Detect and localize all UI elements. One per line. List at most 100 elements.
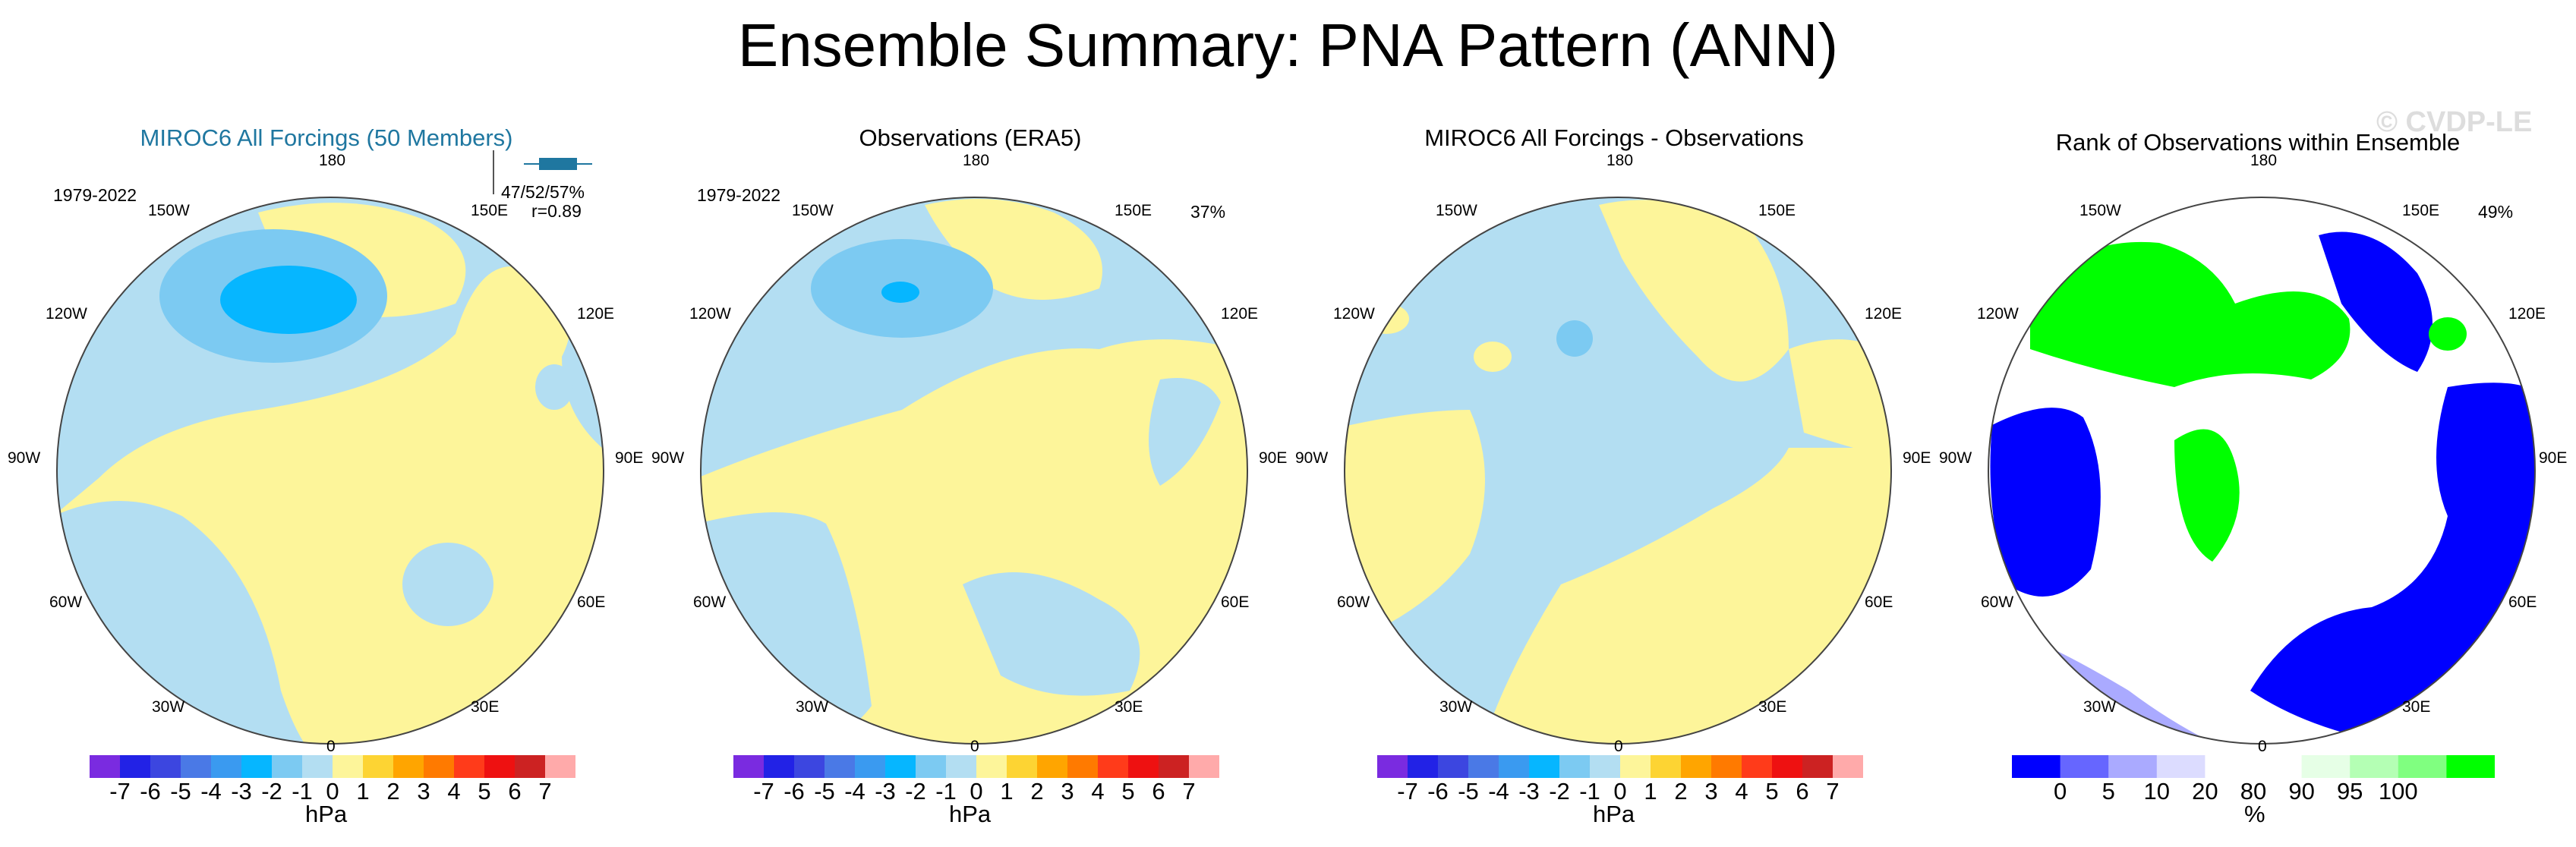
rank-high-region [2030,241,2351,387]
colorbar-tick-label: -1 [1579,778,1600,804]
colorbar-tick-label: 2 [1030,778,1044,804]
lon-label-0: 0 [326,738,336,755]
panel-difference: MIROC6 All Forcings - Observations 180 0… [1295,114,1931,827]
lon-label-60w: 60W [693,594,727,611]
panel-ensemble-mean: MIROC6 All Forcings (50 Members) 180 0 9… [8,114,643,827]
colorbar [1377,755,1864,782]
colorbar-swatch [1189,755,1220,778]
colorbar-tick-label: 4 [1735,778,1748,804]
lon-label-30w: 30W [152,698,185,716]
colorbar-swatch [2398,755,2447,778]
colorbar-ticks: -7 -6 -5 -4 -3 -2 -1 0 1 2 3 4 5 6 7 [90,778,575,805]
colorbar-tick-label: 5 [1121,778,1135,804]
panel-rank: Rank of Observations within Ensemble 180… [1939,114,2567,827]
lon-label-120w: 120W [1333,305,1375,323]
colorbar-tick-label: -6 [1427,778,1449,804]
colorbar-unit: hPa [1593,801,1635,827]
colorbar-swatch [1590,755,1621,778]
lon-label-60e: 60E [1221,594,1250,611]
colorbar-swatch [1651,755,1682,778]
colorbar-tick-label: -2 [905,778,926,804]
colorbar-swatches [90,755,576,778]
colorbar-tick-label: 4 [447,778,461,804]
colorbar-ticks: -7 -6 -5 -4 -3 -2 -1 0 1 2 3 4 5 6 7 [1377,778,1863,805]
colorbar-tick-label: 5 [478,778,491,804]
lon-label-60w: 60W [1337,594,1370,611]
colorbar-swatch [120,755,151,778]
lon-label-0: 0 [2258,738,2267,755]
lon-label-90e: 90E [1903,449,1931,467]
colorbar-swatches [2012,755,2496,778]
colorbar-tick-label: 1 [356,778,370,804]
polar-map [56,197,604,745]
colorbar-tick-label: -5 [1458,778,1479,804]
colorbar-swatch [1128,755,1159,778]
colorbar-tick-label: 6 [508,778,522,804]
lon-label-30e: 30E [2402,698,2431,716]
colorbar-tick-label: 10 [2143,778,2171,804]
lon-label-90e: 90E [2539,449,2568,467]
colorbar-swatch [825,755,856,778]
colorbar-swatch [1159,755,1190,778]
colorbar-tick-label: 0 [1613,778,1627,804]
colorbar-tick-label: -6 [784,778,805,804]
lon-label-90w: 90W [8,449,41,467]
colorbar-swatch [1438,755,1469,778]
colorbar-swatch [1742,755,1773,778]
colorbar-swatch [885,755,916,778]
negative-anomaly-region [1149,378,1221,486]
colorbar-swatch [2108,755,2158,778]
colorbar-swatch [1772,755,1803,778]
negative-anomaly-region [963,572,1140,696]
colorbar-tick-label: 95 [2336,778,2363,804]
lon-label-0: 0 [970,738,979,755]
colorbar-swatch [1711,755,1742,778]
colorbar-tick-label: 4 [1091,778,1105,804]
colorbar-swatch [515,755,546,778]
negative-anomaly-region [535,364,573,410]
lon-label-180: 180 [963,152,990,169]
colorbar-swatch [272,755,303,778]
lon-label-120w: 120W [46,305,87,323]
inset-correlation: r=0.89 [531,201,582,221]
colorbar-swatch [363,755,394,778]
colorbar-swatch [1067,755,1099,778]
lon-label-150e: 150E [1115,202,1152,219]
colorbar-swatch [1620,755,1651,778]
colorbar-swatch [1559,755,1591,778]
lon-label-150e: 150E [2402,202,2440,219]
negative-center-inner [881,282,919,303]
rank-high-region [2174,429,2240,562]
positive-anomaly-region [57,266,604,744]
colorbar-swatch [976,755,1007,778]
lon-label-150w: 150W [1436,202,1477,219]
lon-label-120e: 120E [577,305,615,323]
lon-label-90w: 90W [651,449,685,467]
lon-label-30w: 30W [2083,698,2117,716]
lon-label-180: 180 [319,152,346,169]
colorbar-swatch [393,755,424,778]
colorbar-tick-label: -2 [1549,778,1570,804]
rank-low-region [2319,231,2433,372]
colorbar-tick-label: 20 [2192,778,2218,804]
colorbar-swatch [733,755,765,778]
colorbar-swatch [90,755,121,778]
colorbar-tick-label: 90 [2288,778,2315,804]
lon-label-0: 0 [1614,738,1623,755]
polar-map [1988,197,2536,745]
colorbar-unit: hPa [305,801,348,827]
colorbar-tick-label: 3 [1061,778,1074,804]
colorbar-swatch [794,755,825,778]
lon-label-120w: 120W [689,305,731,323]
colorbar-tick-label: 80 [2240,778,2267,804]
colorbar-swatch [1037,755,1068,778]
percent-label: 49% [2478,202,2514,222]
colorbar-swatch [2350,755,2399,778]
colorbar-swatch [211,755,242,778]
colorbar-swatch [1681,755,1712,778]
panel-title: Observations (ERA5) [859,124,1082,151]
colorbar-unit: % [2244,801,2265,827]
lon-label-120e: 120E [1865,305,1903,323]
colorbar-tick-label: -3 [231,778,252,804]
lon-label-150e: 150E [1758,202,1796,219]
